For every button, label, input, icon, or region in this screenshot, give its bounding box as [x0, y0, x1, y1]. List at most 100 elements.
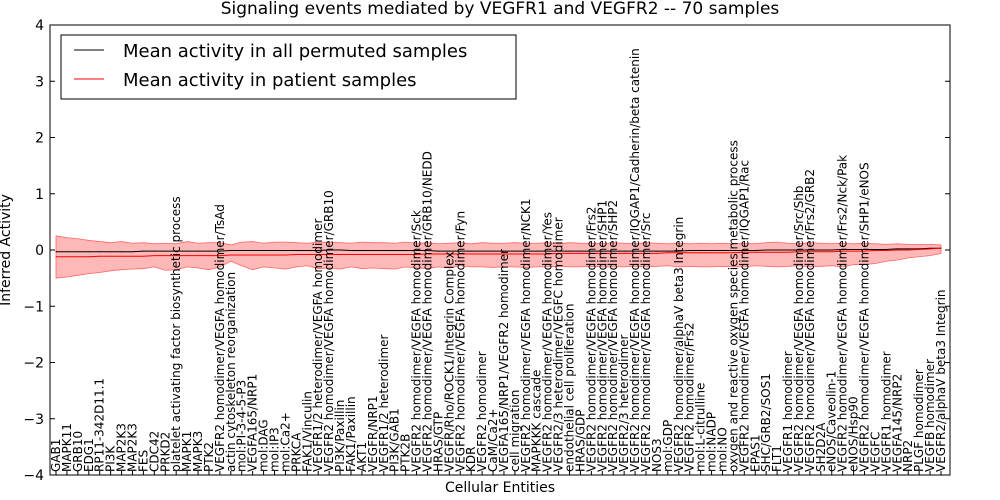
- x-tick-label: VEGFA145/NRP2: [890, 374, 904, 472]
- x-tick-label: cell migration: [508, 390, 522, 472]
- data-point: [787, 249, 789, 251]
- data-point: [853, 250, 855, 252]
- data-point: [99, 255, 101, 257]
- data-point: [667, 250, 669, 252]
- data-point: [809, 251, 811, 253]
- data-point: [842, 248, 844, 250]
- data-point: [66, 251, 68, 253]
- y-tick-label: 1: [35, 187, 44, 203]
- data-point: [809, 249, 811, 251]
- data-point: [732, 252, 734, 254]
- data-point: [197, 255, 199, 257]
- x-tick-label: VEGFR2 homodimer/VEGFA homodimer/SHP2: [606, 200, 620, 472]
- x-tick-label: VEGFC: [868, 432, 882, 472]
- data-point: [306, 254, 308, 255]
- data-point: [765, 251, 767, 253]
- data-point: [514, 253, 516, 255]
- data-point: [252, 250, 254, 252]
- data-point: [99, 251, 101, 253]
- data-point: [864, 250, 866, 252]
- data-point: [263, 250, 265, 252]
- data-point: [328, 249, 330, 251]
- x-tick-label: PI3K/Paxillin: [333, 400, 347, 472]
- y-tick-label: −1: [23, 299, 44, 315]
- data-point: [219, 250, 221, 252]
- x-tick-label: EDG1: [82, 438, 96, 472]
- data-point: [885, 250, 887, 252]
- data-point: [612, 250, 614, 252]
- x-tick-label: PRKD2: [158, 432, 172, 472]
- data-point: [295, 250, 297, 252]
- data-point: [197, 250, 199, 252]
- data-point: [153, 250, 155, 252]
- data-point: [732, 250, 734, 252]
- data-point: [339, 249, 341, 251]
- data-point: [241, 250, 243, 252]
- data-point: [383, 250, 385, 252]
- data-point: [88, 256, 90, 258]
- data-point: [765, 249, 767, 251]
- x-tick-label: VEGFR2 homodimer/VEGFA homodimer/TsAd: [213, 204, 227, 472]
- x-tick-label: PI3K: [104, 445, 118, 472]
- x-tick-label: MAPK3: [191, 431, 205, 472]
- data-point: [536, 253, 538, 255]
- x-tick-label: NRP2: [901, 440, 915, 472]
- x-tick-label: FLT1: [770, 445, 784, 472]
- x-tick-label: VEGFR1 homodimer: [781, 351, 795, 472]
- x-tick-label: VEGFR2 homodimer/VEGFA homodimer/Sck: [410, 210, 424, 472]
- x-tick-label: mol:PI-3-4-5-P3: [235, 380, 249, 472]
- data-point: [503, 253, 505, 255]
- data-point: [711, 252, 713, 254]
- x-tick-label: CaM/Ca2+: [486, 408, 500, 472]
- x-tick-label: CDC42: [147, 431, 161, 472]
- data-point: [601, 252, 603, 254]
- data-point: [142, 250, 144, 252]
- data-point: [656, 252, 658, 254]
- data-point: [798, 251, 800, 253]
- legend-box: [60, 34, 517, 100]
- legend-label-patient: Mean activity in patient samples: [123, 70, 417, 91]
- x-tick-label: PTK2B: [399, 434, 413, 472]
- data-point: [547, 250, 549, 252]
- data-point: [689, 252, 691, 254]
- data-point: [317, 254, 319, 255]
- x-tick-label: KDR: [464, 447, 478, 472]
- x-tick-label: VEGFR2 homodimer/VEGFA homodimer/Yes: [541, 212, 555, 472]
- x-tick-label: NOS3: [650, 438, 664, 472]
- x-tick-label: VEGFR2 homodimer/VEGFA homodimer/Src/Shb: [792, 186, 806, 472]
- data-point: [426, 250, 428, 252]
- data-point: [579, 250, 581, 252]
- y-tick-label: −2: [23, 356, 44, 372]
- data-point: [426, 253, 428, 255]
- data-point: [874, 250, 876, 252]
- data-point: [416, 254, 418, 255]
- data-point: [842, 250, 844, 252]
- x-tick-label: VEGFR1/2 heterodimer: [377, 334, 391, 472]
- data-point: [885, 248, 887, 250]
- x-tick-label: MAP2K3: [125, 423, 139, 472]
- data-point: [142, 255, 144, 257]
- x-tick-label: mol:DAG: [257, 419, 271, 472]
- x-tick-label: GAB1: [49, 439, 63, 472]
- data-point: [121, 251, 123, 253]
- x-tick-label: MAP2K3: [115, 423, 129, 472]
- x-tick-label: VEGFR2/alphaV beta3 Integrin: [934, 289, 948, 472]
- data-point: [77, 251, 79, 253]
- x-tick-label: PI3K/GAB1: [388, 408, 402, 472]
- x-tick-label: eNOS/Hsp90: [847, 396, 861, 472]
- data-point: [569, 250, 571, 252]
- data-point: [940, 247, 942, 249]
- data-point: [645, 250, 647, 252]
- data-point: [896, 248, 898, 250]
- data-point: [295, 254, 297, 255]
- y-tick-label: 0: [35, 243, 44, 259]
- x-tick-label: VEGFR2 homodimer/VEGFA homodimer/IQGAP1/…: [737, 160, 751, 472]
- data-point: [623, 252, 625, 254]
- data-point: [383, 254, 385, 255]
- data-point: [284, 250, 286, 252]
- data-point: [448, 253, 450, 255]
- x-tick-label: VEGFR1/2 heterodimer/VEGFA homodimer: [311, 219, 325, 472]
- x-tick-label: VEGFR2 homodimer/VEGFA homodimer/Frs2: [584, 206, 598, 472]
- y-tick-label: −3: [23, 412, 44, 428]
- x-tick-label: VEGFA165/NRP1/VEGFR2 homodimer: [497, 249, 511, 472]
